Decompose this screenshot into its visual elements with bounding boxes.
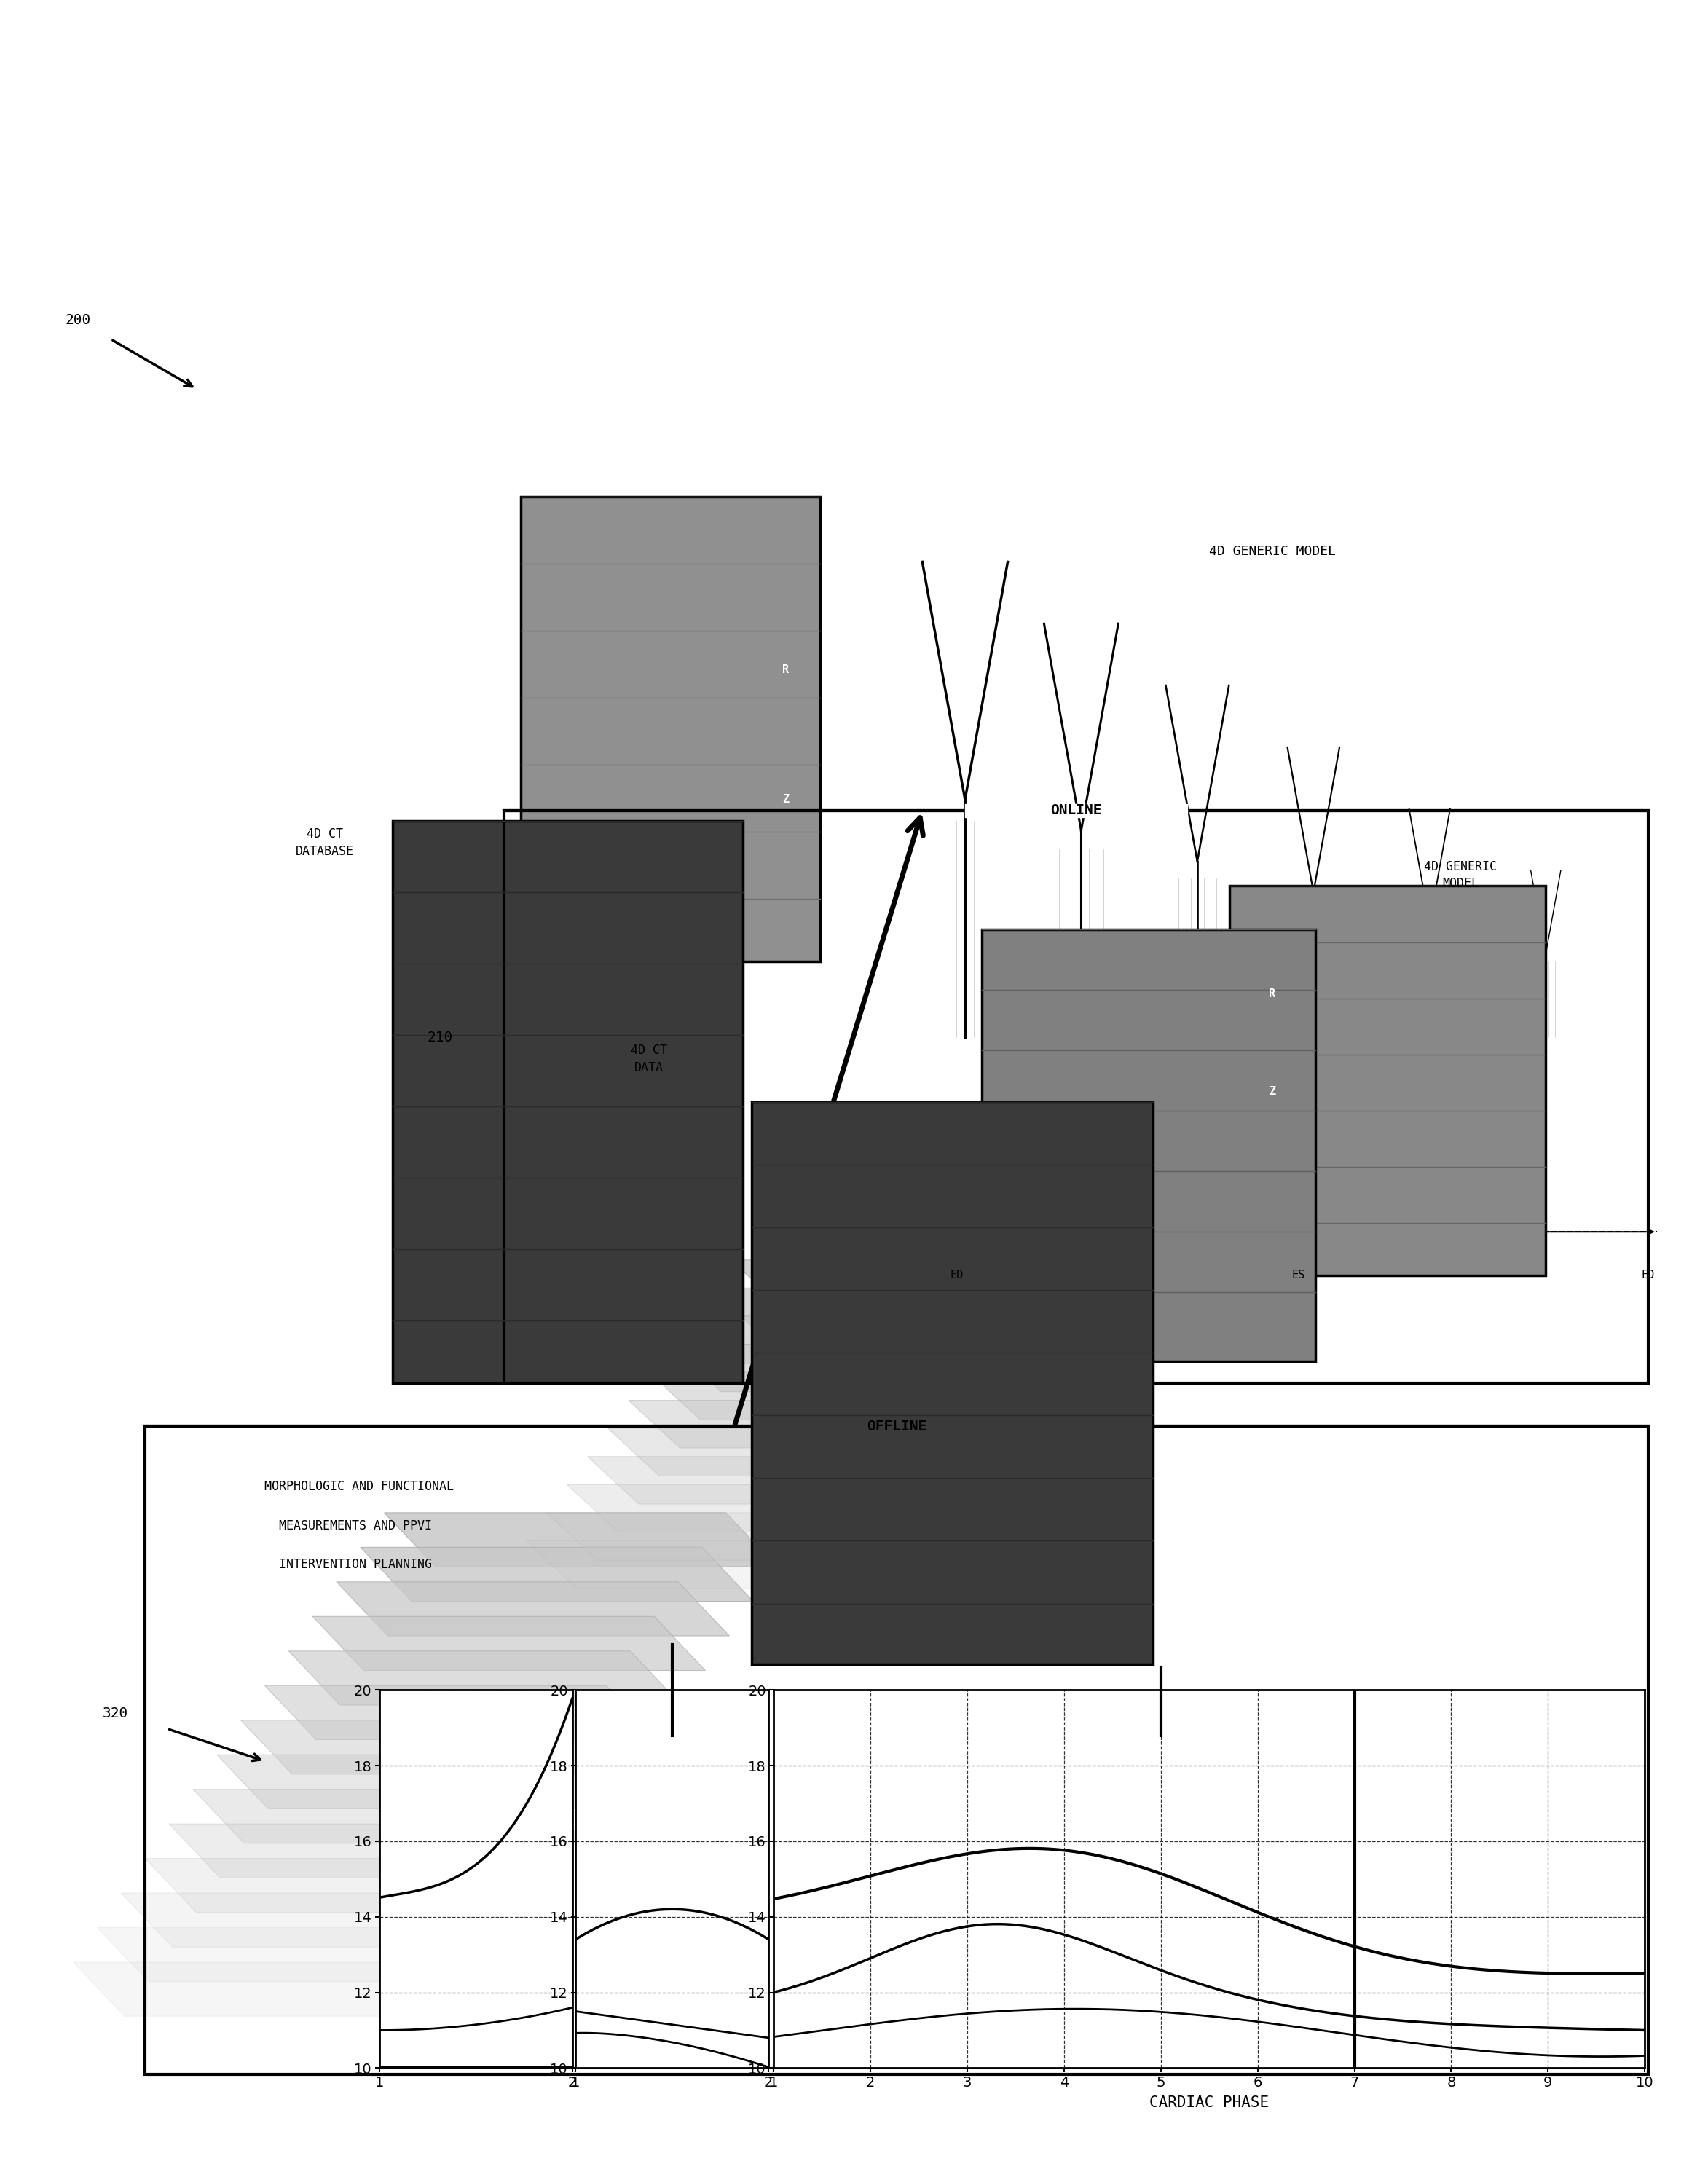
Text: MEASUREMENTS AND PPVI: MEASUREMENTS AND PPVI xyxy=(265,1519,432,1532)
Polygon shape xyxy=(711,1288,1095,1335)
Text: 4D GENERIC
MODEL: 4D GENERIC MODEL xyxy=(1424,860,1496,890)
Text: 210: 210 xyxy=(427,1031,453,1044)
FancyBboxPatch shape xyxy=(393,821,743,1383)
Polygon shape xyxy=(588,1457,972,1504)
Polygon shape xyxy=(629,1400,1013,1448)
Polygon shape xyxy=(241,1720,634,1774)
Bar xyxy=(504,810,1648,1383)
Text: 200: 200 xyxy=(65,313,91,326)
Polygon shape xyxy=(547,1513,931,1560)
Text: R: R xyxy=(1269,988,1276,1001)
Polygon shape xyxy=(73,1962,466,2016)
Polygon shape xyxy=(289,1651,681,1705)
Text: ED: ED xyxy=(950,1269,963,1281)
Polygon shape xyxy=(360,1547,753,1601)
Polygon shape xyxy=(265,1686,658,1740)
Bar xyxy=(145,1426,1648,2075)
Polygon shape xyxy=(649,1372,1033,1420)
Polygon shape xyxy=(670,1344,1054,1392)
Polygon shape xyxy=(217,1755,610,1809)
Text: ES: ES xyxy=(1291,1269,1305,1281)
Polygon shape xyxy=(690,1316,1074,1364)
Polygon shape xyxy=(336,1582,729,1636)
FancyBboxPatch shape xyxy=(1230,886,1546,1275)
Text: 4D CT
DATABASE: 4D CT DATABASE xyxy=(295,828,354,858)
Polygon shape xyxy=(121,1893,514,1947)
Polygon shape xyxy=(608,1428,992,1476)
Text: MORPHOLOGIC AND FUNCTIONAL: MORPHOLOGIC AND FUNCTIONAL xyxy=(265,1480,454,1493)
FancyBboxPatch shape xyxy=(521,497,820,962)
Polygon shape xyxy=(193,1789,586,1843)
Polygon shape xyxy=(145,1858,538,1912)
Polygon shape xyxy=(752,1232,1136,1279)
Polygon shape xyxy=(384,1513,777,1567)
FancyBboxPatch shape xyxy=(982,929,1315,1361)
X-axis label: CARDIAC PHASE: CARDIAC PHASE xyxy=(1149,2096,1269,2109)
FancyBboxPatch shape xyxy=(752,1102,1153,1664)
Text: 4D GENERIC MODEL: 4D GENERIC MODEL xyxy=(1209,545,1336,558)
Text: 4D CT
DATA: 4D CT DATA xyxy=(630,1044,668,1074)
Text: ED: ED xyxy=(1641,1269,1655,1281)
Polygon shape xyxy=(731,1260,1115,1307)
Polygon shape xyxy=(567,1485,951,1532)
Text: ONLINE: ONLINE xyxy=(1050,804,1102,817)
Polygon shape xyxy=(313,1616,705,1670)
Polygon shape xyxy=(526,1541,910,1588)
Polygon shape xyxy=(169,1824,562,1878)
Polygon shape xyxy=(97,1928,490,1982)
Text: OFFLINE: OFFLINE xyxy=(866,1420,927,1433)
Text: 320: 320 xyxy=(102,1707,128,1720)
Text: Z: Z xyxy=(782,793,789,806)
Text: INTERVENTION PLANNING: INTERVENTION PLANNING xyxy=(265,1558,432,1571)
Text: R: R xyxy=(782,663,789,676)
Text: Z: Z xyxy=(1269,1085,1276,1098)
